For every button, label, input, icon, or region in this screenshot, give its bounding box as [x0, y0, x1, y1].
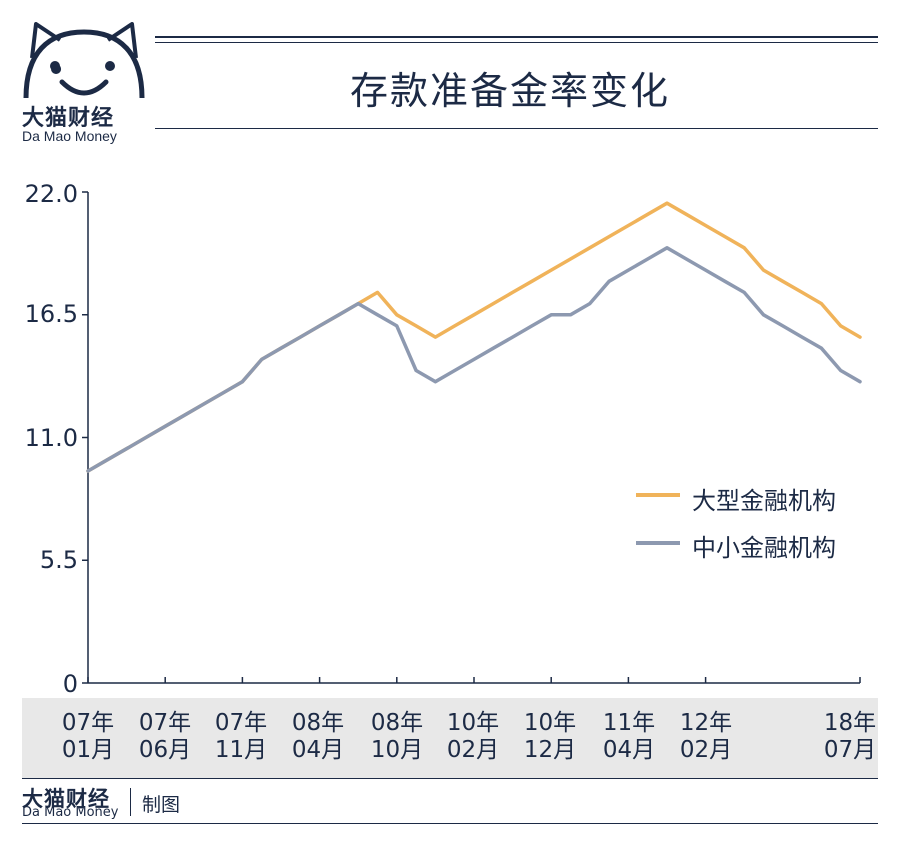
- x-tick-label: 18年 07月: [823, 710, 877, 763]
- series-line-large: [86, 201, 862, 473]
- series-line-small: [86, 246, 862, 473]
- x-tick-label: 07年 06月: [138, 710, 192, 763]
- legend-swatch-small: [636, 541, 680, 545]
- y-tick-label: 11.0: [24, 424, 78, 452]
- footer-brand-cn: 大猫财经: [22, 787, 110, 811]
- y-tick-label: 16.5: [24, 300, 78, 328]
- brand-name-cn: 大猫财经: [22, 106, 115, 131]
- x-tick-label: 07年 01月: [61, 710, 115, 763]
- header-rule-top-thin: [155, 42, 878, 43]
- x-tick-label: 07年 11月: [214, 710, 268, 763]
- y-tick-label: 22.0: [24, 180, 78, 208]
- x-tick-label: 12年 02月: [679, 710, 733, 763]
- legend-label-small: 中小金融机构: [692, 534, 836, 562]
- page-title: 存款准备金率变化: [349, 69, 670, 113]
- x-tick-label: 08年 04月: [291, 710, 345, 763]
- legend-swatch-large: [636, 493, 680, 497]
- line-chart: [82, 191, 862, 684]
- x-tick-label: 10年 02月: [446, 710, 500, 763]
- brand-logo: 大猫财经 Da Mao Money: [18, 18, 150, 148]
- footer-brand-en: Da Mao Money: [22, 805, 119, 820]
- legend-label-large: 大型金融机构: [692, 487, 836, 515]
- footer-divider: [130, 788, 131, 816]
- footer-credit: 制图: [142, 794, 181, 816]
- x-tick-label: 11年 04月: [602, 710, 656, 763]
- y-tick-label: 5.5: [39, 546, 78, 574]
- header-rule-top: [155, 36, 878, 38]
- y-tick-label: 0: [62, 670, 78, 698]
- footer-rule-top: [22, 778, 878, 779]
- cat-logo-icon: [23, 22, 145, 99]
- x-tick-label: 10年 12月: [523, 710, 577, 763]
- header-rule-bottom: [155, 128, 878, 129]
- brand-name-en: Da Mao Money: [22, 128, 117, 144]
- x-axis-band: [22, 698, 878, 778]
- x-tick-label: 08年 10月: [370, 710, 424, 763]
- footer-rule-bottom: [22, 823, 878, 824]
